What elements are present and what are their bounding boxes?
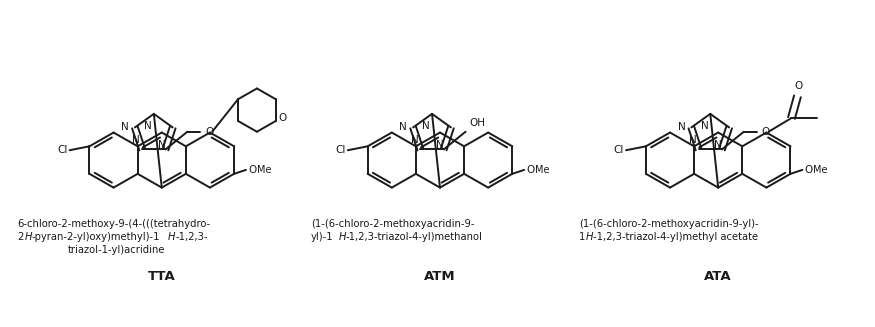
- Text: O: O: [794, 81, 802, 92]
- Text: N: N: [701, 121, 708, 131]
- Text: (1-(6-chloro-2-methoxyacridin-9-yl)-: (1-(6-chloro-2-methoxyacridin-9-yl)-: [579, 219, 759, 229]
- Text: TTA: TTA: [148, 270, 176, 283]
- Text: -1,2,3-: -1,2,3-: [175, 232, 207, 242]
- Text: O: O: [761, 127, 770, 137]
- Text: ATA: ATA: [704, 270, 732, 283]
- Text: N: N: [689, 135, 696, 146]
- Text: H: H: [24, 232, 32, 242]
- Text: N: N: [158, 140, 165, 150]
- Text: OH: OH: [470, 118, 486, 128]
- Text: 2: 2: [18, 232, 24, 242]
- Text: 1: 1: [579, 232, 585, 242]
- Text: N: N: [122, 122, 129, 132]
- Text: N: N: [423, 121, 430, 131]
- Text: ATM: ATM: [424, 270, 456, 283]
- Text: O: O: [804, 165, 813, 175]
- Text: O: O: [526, 165, 535, 175]
- Text: N: N: [144, 121, 152, 131]
- Text: O: O: [206, 127, 214, 137]
- Text: N: N: [399, 122, 407, 132]
- Text: Cl: Cl: [613, 145, 624, 155]
- Text: H: H: [339, 232, 346, 242]
- Text: O: O: [279, 113, 287, 123]
- Text: Me: Me: [257, 165, 271, 175]
- Text: N: N: [677, 122, 685, 132]
- Text: (1-(6-chloro-2-methoxyacridin-9-: (1-(6-chloro-2-methoxyacridin-9-: [311, 219, 474, 229]
- Text: N: N: [132, 135, 140, 146]
- Text: H: H: [168, 232, 176, 242]
- Text: 6-chloro-2-methoxy-9-(4-(((tetrahydro-: 6-chloro-2-methoxy-9-(4-(((tetrahydro-: [18, 219, 211, 229]
- Text: -1,2,3-triazol-4-yl)methyl acetate: -1,2,3-triazol-4-yl)methyl acetate: [593, 232, 758, 242]
- Text: O: O: [248, 165, 256, 175]
- Text: -1,2,3-triazol-4-yl)methanol: -1,2,3-triazol-4-yl)methanol: [346, 232, 482, 242]
- Text: N: N: [436, 140, 444, 150]
- Text: Cl: Cl: [57, 145, 67, 155]
- Text: -pyran-2-yl)oxy)methyl)-1: -pyran-2-yl)oxy)methyl)-1: [31, 232, 160, 242]
- Text: Cl: Cl: [335, 145, 346, 155]
- Text: triazol-1-yl)acridine: triazol-1-yl)acridine: [67, 245, 164, 255]
- Text: H: H: [586, 232, 593, 242]
- Text: Me: Me: [814, 165, 828, 175]
- Text: N: N: [714, 140, 722, 150]
- Text: Me: Me: [536, 165, 550, 175]
- Text: yl)-1: yl)-1: [311, 232, 333, 242]
- Text: N: N: [410, 135, 418, 146]
